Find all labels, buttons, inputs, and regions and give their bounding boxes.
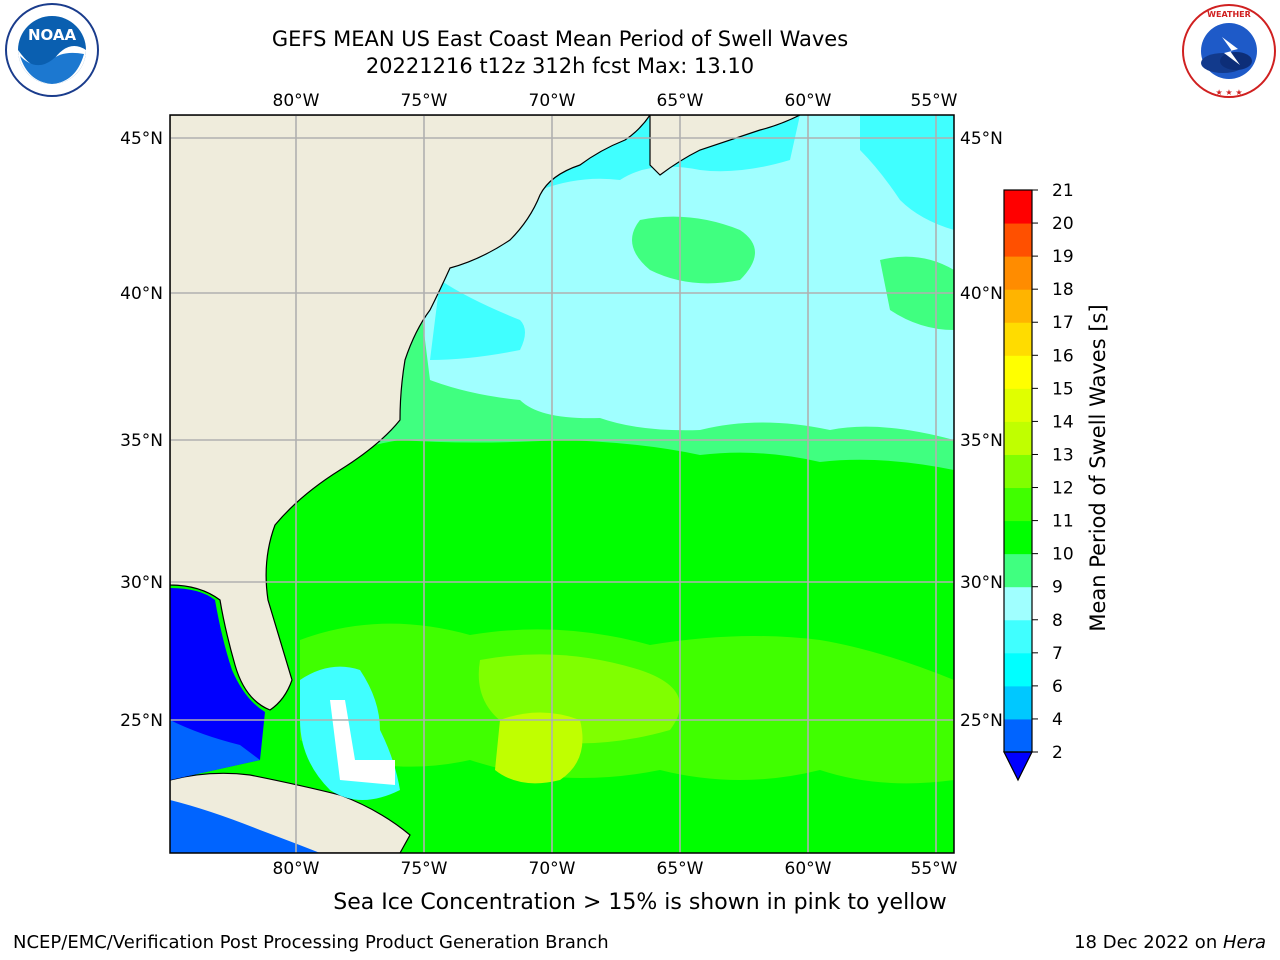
colorbar-tick-label: 12	[1052, 479, 1074, 499]
lon-label: 55°W	[911, 91, 958, 111]
colorbar-segment	[1004, 652, 1032, 687]
colorbar-tick-label: 14	[1052, 412, 1074, 432]
colorbar: 2 4 6 7 8 9 10 11 12 13 14 15 16 17 18 19 20 21	[1003, 181, 1074, 782]
nws-logo-icon: WEATHER ★ ★ ★	[1182, 4, 1276, 98]
colorbar-segment	[1004, 355, 1032, 389]
lon-label: 70°W	[529, 859, 576, 879]
lon-label: 80°W	[273, 91, 320, 111]
colorbar-segment	[1004, 487, 1032, 522]
colorbar-tick-label: 9	[1052, 578, 1063, 598]
colorbar-tick-label: 4	[1052, 710, 1063, 730]
colorbar-segment	[1004, 421, 1032, 455]
colorbar-tick-label: 8	[1052, 611, 1063, 631]
nova-scotia-land	[649, 115, 801, 176]
colorbar-segment	[1004, 553, 1032, 588]
colorbar-segment	[1004, 289, 1032, 323]
chart-title: GEFS MEAN US East Coast Mean Period of S…	[271, 27, 849, 51]
lat-label: 35°N	[120, 431, 163, 451]
lon-label: 55°W	[911, 859, 958, 879]
colorbar-tick-label: 20	[1052, 214, 1074, 234]
colorbar-tick-label: 21	[1052, 181, 1074, 201]
footer-date: 18 Dec 2022 on Hera	[1074, 932, 1266, 953]
lat-label: 45°N	[960, 129, 1003, 149]
colorbar-segment	[1004, 685, 1032, 720]
chart-subtitle: 20221216 t12z 312h fcst Max: 13.10	[365, 54, 755, 78]
colorbar-tick-label: 7	[1052, 644, 1063, 664]
colorbar-segment	[1004, 190, 1032, 224]
lat-labels-left: 45°N 40°N 35°N 30°N 25°N	[120, 129, 163, 731]
lon-label: 65°W	[657, 859, 704, 879]
svg-text:★ ★ ★: ★ ★ ★	[1215, 88, 1242, 97]
lat-label: 35°N	[960, 431, 1003, 451]
lat-label: 25°N	[120, 711, 163, 731]
colorbar-frame	[1003, 189, 1033, 753]
lon-label: 65°W	[657, 91, 704, 111]
noaa-logo-icon: NOAA	[5, 3, 99, 97]
svg-text:NOAA: NOAA	[28, 26, 77, 44]
colorbar-segment	[1004, 619, 1032, 654]
colorbar-segment	[1004, 256, 1032, 290]
lon-label: 60°W	[785, 859, 832, 879]
lon-label: 70°W	[529, 91, 576, 111]
svg-text:WEATHER: WEATHER	[1207, 10, 1251, 19]
lat-label: 40°N	[960, 284, 1003, 304]
lat-label: 40°N	[120, 284, 163, 304]
colorbar-tick-label: 17	[1052, 313, 1074, 333]
map-field	[170, 115, 954, 853]
lon-labels-bottom: 80°W 75°W 70°W 65°W 60°W 55°W	[273, 859, 958, 879]
lon-label: 60°W	[785, 91, 832, 111]
colorbar-tick-label: 15	[1052, 379, 1074, 399]
lon-label: 75°W	[401, 859, 448, 879]
lon-labels-top: 80°W 75°W 70°W 65°W 60°W 55°W	[273, 91, 958, 111]
lat-label: 30°N	[120, 573, 163, 593]
colorbar-segment	[1004, 322, 1032, 356]
map-frame	[169, 114, 955, 854]
footer-credit: NCEP/EMC/Verification Post Processing Pr…	[13, 932, 609, 953]
graticule	[170, 115, 954, 853]
colorbar-tick-label: 11	[1052, 512, 1074, 532]
north-america-land	[170, 115, 651, 711]
lat-label: 25°N	[960, 711, 1003, 731]
colorbar-tick-label: 19	[1052, 247, 1074, 267]
colorbar-tick-label: 13	[1052, 445, 1074, 465]
colorbar-tick-label: 10	[1052, 545, 1074, 565]
colorbar-segment	[1004, 520, 1032, 555]
colorbar-segment	[1004, 454, 1032, 489]
lon-label: 75°W	[401, 91, 448, 111]
colorbar-tick-label: 18	[1052, 280, 1074, 300]
colorbar-segment	[1004, 718, 1032, 753]
lat-label: 45°N	[120, 129, 163, 149]
colorbar-tick-label: 2	[1052, 743, 1063, 763]
colorbar-segment	[1004, 586, 1032, 621]
colorbar-segment	[1004, 223, 1032, 257]
colorbar-segment	[1004, 388, 1032, 422]
colorbar-tick-label: 16	[1052, 346, 1074, 366]
sea-ice-note: Sea Ice Concentration > 15% is shown in …	[333, 890, 947, 915]
colorbar-extend-arrow	[1003, 751, 1033, 782]
colorbar-tick-label: 6	[1052, 677, 1063, 697]
lat-label: 30°N	[960, 573, 1003, 593]
lat-labels-right: 45°N 40°N 35°N 30°N 25°N	[960, 129, 1003, 731]
lon-label: 80°W	[273, 859, 320, 879]
